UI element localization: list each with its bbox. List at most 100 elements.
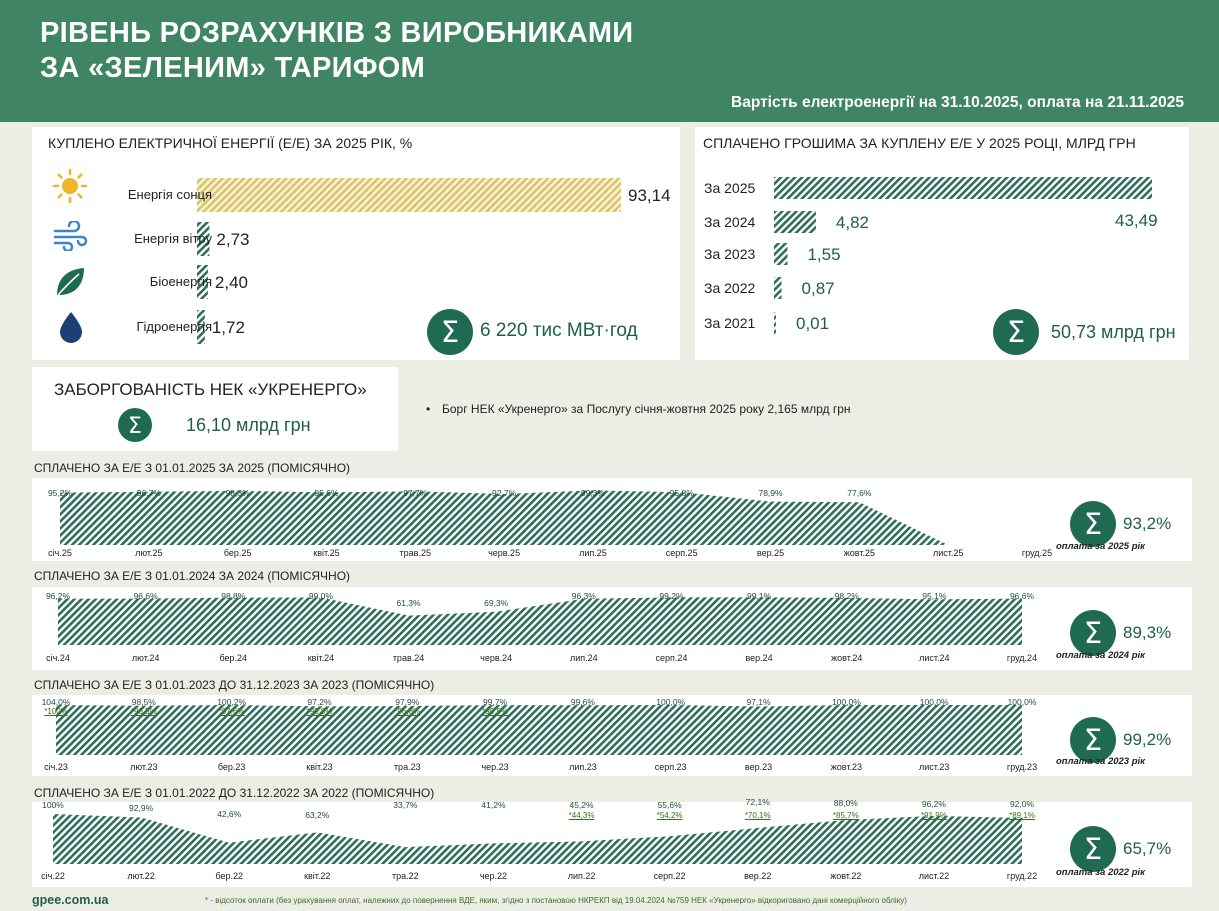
energy-category-label: Енергія вітру	[134, 231, 212, 246]
paid-category-label: За 2025	[704, 180, 755, 196]
page-title-line2: ЗА «ЗЕЛЕНИМ» ТАРИФОМ	[40, 52, 426, 84]
month-label: квіт.25	[313, 548, 340, 558]
month-label: трав.25	[399, 548, 431, 558]
month-label: січ.22	[41, 871, 65, 881]
percent-label: 96,2%	[45, 591, 71, 601]
percent-label: 45,2%	[569, 800, 594, 810]
energy-category-label: Біоенергія	[150, 274, 212, 289]
debt-value: 16,10 млрд грн	[186, 415, 311, 435]
percent-label-adjusted: *95,8%	[306, 707, 333, 716]
year-note: оплата за 2023 рік	[1056, 756, 1145, 767]
month-label: серп.25	[665, 548, 698, 558]
svg-text:Σ: Σ	[441, 315, 459, 349]
page-title-line1: РІВЕНЬ РОЗРАХУНКІВ З ВИРОБНИКАМИ	[40, 17, 634, 49]
percent-label: 100%	[42, 800, 64, 810]
percent-label: 33,7%	[393, 800, 418, 810]
monthly-chart-title: СПЛАЧЕНО ЗА Е/Е З 01.01.2023 ДО 31.12.20…	[34, 678, 435, 692]
year-total: 93,2%	[1123, 513, 1172, 533]
month-label: жовт.22	[830, 871, 862, 881]
percent-label: 100,0%	[919, 697, 949, 707]
percent-label: 96,7%	[136, 488, 161, 498]
percent-label: 41,2%	[481, 800, 506, 810]
percent-label: 99,1%	[747, 591, 772, 601]
monthly-chart-title: СПЛАЧЕНО ЗА Е/Е З 01.01.2024 ЗА 2024 (ПО…	[34, 569, 351, 583]
percent-label: 96,6%	[1009, 591, 1035, 601]
month-label: вер.22	[744, 871, 772, 881]
month-label: черв.25	[488, 548, 521, 558]
percent-label: 88,0%	[833, 798, 858, 808]
footer-note: * - відсоток оплати (без урахування опла…	[205, 896, 907, 905]
month-label: жовт.25	[843, 548, 875, 558]
sigma-icon: Σ	[1070, 716, 1116, 763]
month-label: квіт.24	[307, 653, 335, 663]
paid-bar	[774, 277, 782, 299]
month-label: тра.23	[393, 762, 421, 772]
month-label: вер.25	[756, 548, 785, 558]
page-subtitle: Вартість електроенергії на 31.10.2025, о…	[731, 94, 1184, 111]
percent-label-adjusted: *89,1%	[1009, 811, 1035, 820]
percent-label: 95,2%	[47, 488, 73, 498]
percent-label-adjusted: *85,7%	[832, 811, 859, 820]
paid-bar	[774, 211, 816, 233]
month-label: груд.22	[1006, 871, 1038, 881]
energy-bar	[197, 265, 208, 299]
year-note: оплата за 2025 рік	[1056, 541, 1145, 552]
month-label: лют.24	[131, 653, 160, 663]
month-label: лист.25	[932, 548, 964, 558]
monthly-chart-title: СПЛАЧЕНО ЗА Е/Е З 01.01.2022 ДО 31.12.20…	[34, 786, 435, 800]
month-label: груд.23	[1006, 762, 1038, 772]
energy-bar	[197, 178, 621, 212]
percent-label-adjusted: *44,3%	[568, 811, 595, 820]
wind-icon	[53, 221, 88, 251]
percent-label: 98,8%	[221, 591, 246, 601]
month-label: вер.24	[745, 653, 773, 663]
leaf-icon	[57, 268, 84, 296]
energy-category-label: Гідроенергія	[136, 319, 212, 334]
percent-label: 96,6%	[133, 591, 158, 601]
percent-label: 96,3%	[571, 591, 596, 601]
paid-category-label: За 2023	[704, 246, 755, 262]
percent-label: 99,3%	[580, 488, 605, 498]
monthly-chart-title: СПЛАЧЕНО ЗА Е/Е З 01.01.2025 ЗА 2025 (ПО…	[34, 461, 351, 475]
header-banner: РІВЕНЬ РОЗРАХУНКІВ З ВИРОБНИКАМИ ЗА «ЗЕЛ…	[0, 0, 1219, 122]
month-label: жовт.23	[830, 762, 862, 772]
footer-site[interactable]: gpee.com.ua	[32, 893, 109, 907]
percent-label: 63,2%	[305, 810, 330, 820]
month-label: серп.23	[654, 762, 687, 772]
paid-category-label: За 2022	[704, 280, 755, 296]
energy-bar-chart: Енергія сонця 93,14 Енергія вітру 2,73 Біоен…	[128, 178, 671, 344]
month-label: лип.23	[569, 762, 597, 772]
energy-value-label: 93,14	[628, 186, 671, 205]
month-label: січ.23	[44, 762, 68, 772]
debt-panel: ЗАБОРГОВАНІСТЬ НЕК «УКРЕНЕРГО» Σ 16,10 м…	[32, 367, 398, 451]
percent-label: 100,0%	[1007, 697, 1037, 707]
month-label: чер.23	[481, 762, 509, 772]
percent-label: 97,7%	[403, 488, 428, 498]
month-label: тра.22	[392, 871, 419, 881]
month-label: січ.24	[46, 653, 70, 663]
sigma-icon: Σ	[118, 408, 152, 442]
year-total: 65,7%	[1123, 838, 1172, 858]
percent-label-adjusted: *96,8%	[394, 707, 421, 716]
month-label: бер.23	[217, 762, 246, 772]
month-label: черв.24	[480, 653, 513, 663]
percent-label: 55,6%	[657, 800, 682, 810]
energy-total: 6 220 тис МВт·год	[480, 320, 638, 341]
percent-label: 97,9%	[395, 697, 420, 707]
svg-text:Σ: Σ	[128, 414, 142, 439]
paid-bar	[774, 312, 776, 334]
percent-label: 97,1%	[746, 697, 771, 707]
percent-label: 95,6%	[314, 488, 339, 498]
year-total: 99,2%	[1123, 729, 1172, 749]
svg-text:Σ: Σ	[1084, 507, 1102, 541]
month-label: квіт.23	[306, 762, 333, 772]
percent-label-adjusted: *70,1%	[744, 811, 771, 820]
percent-label-adjusted: *100%	[44, 707, 68, 716]
svg-text:Σ: Σ	[1007, 315, 1025, 349]
percent-label-adjusted: *96,5%	[130, 707, 157, 716]
paid-bar	[774, 243, 788, 265]
month-label: серп.24	[655, 653, 688, 663]
sun-icon	[52, 168, 88, 204]
energy-panel: КУПЛЕНО ЕЛЕКТРИЧНОЇ ЕНЕРГІЇ (Е/Е) ЗА 202…	[32, 127, 680, 360]
percent-label: 99,6%	[570, 697, 595, 707]
